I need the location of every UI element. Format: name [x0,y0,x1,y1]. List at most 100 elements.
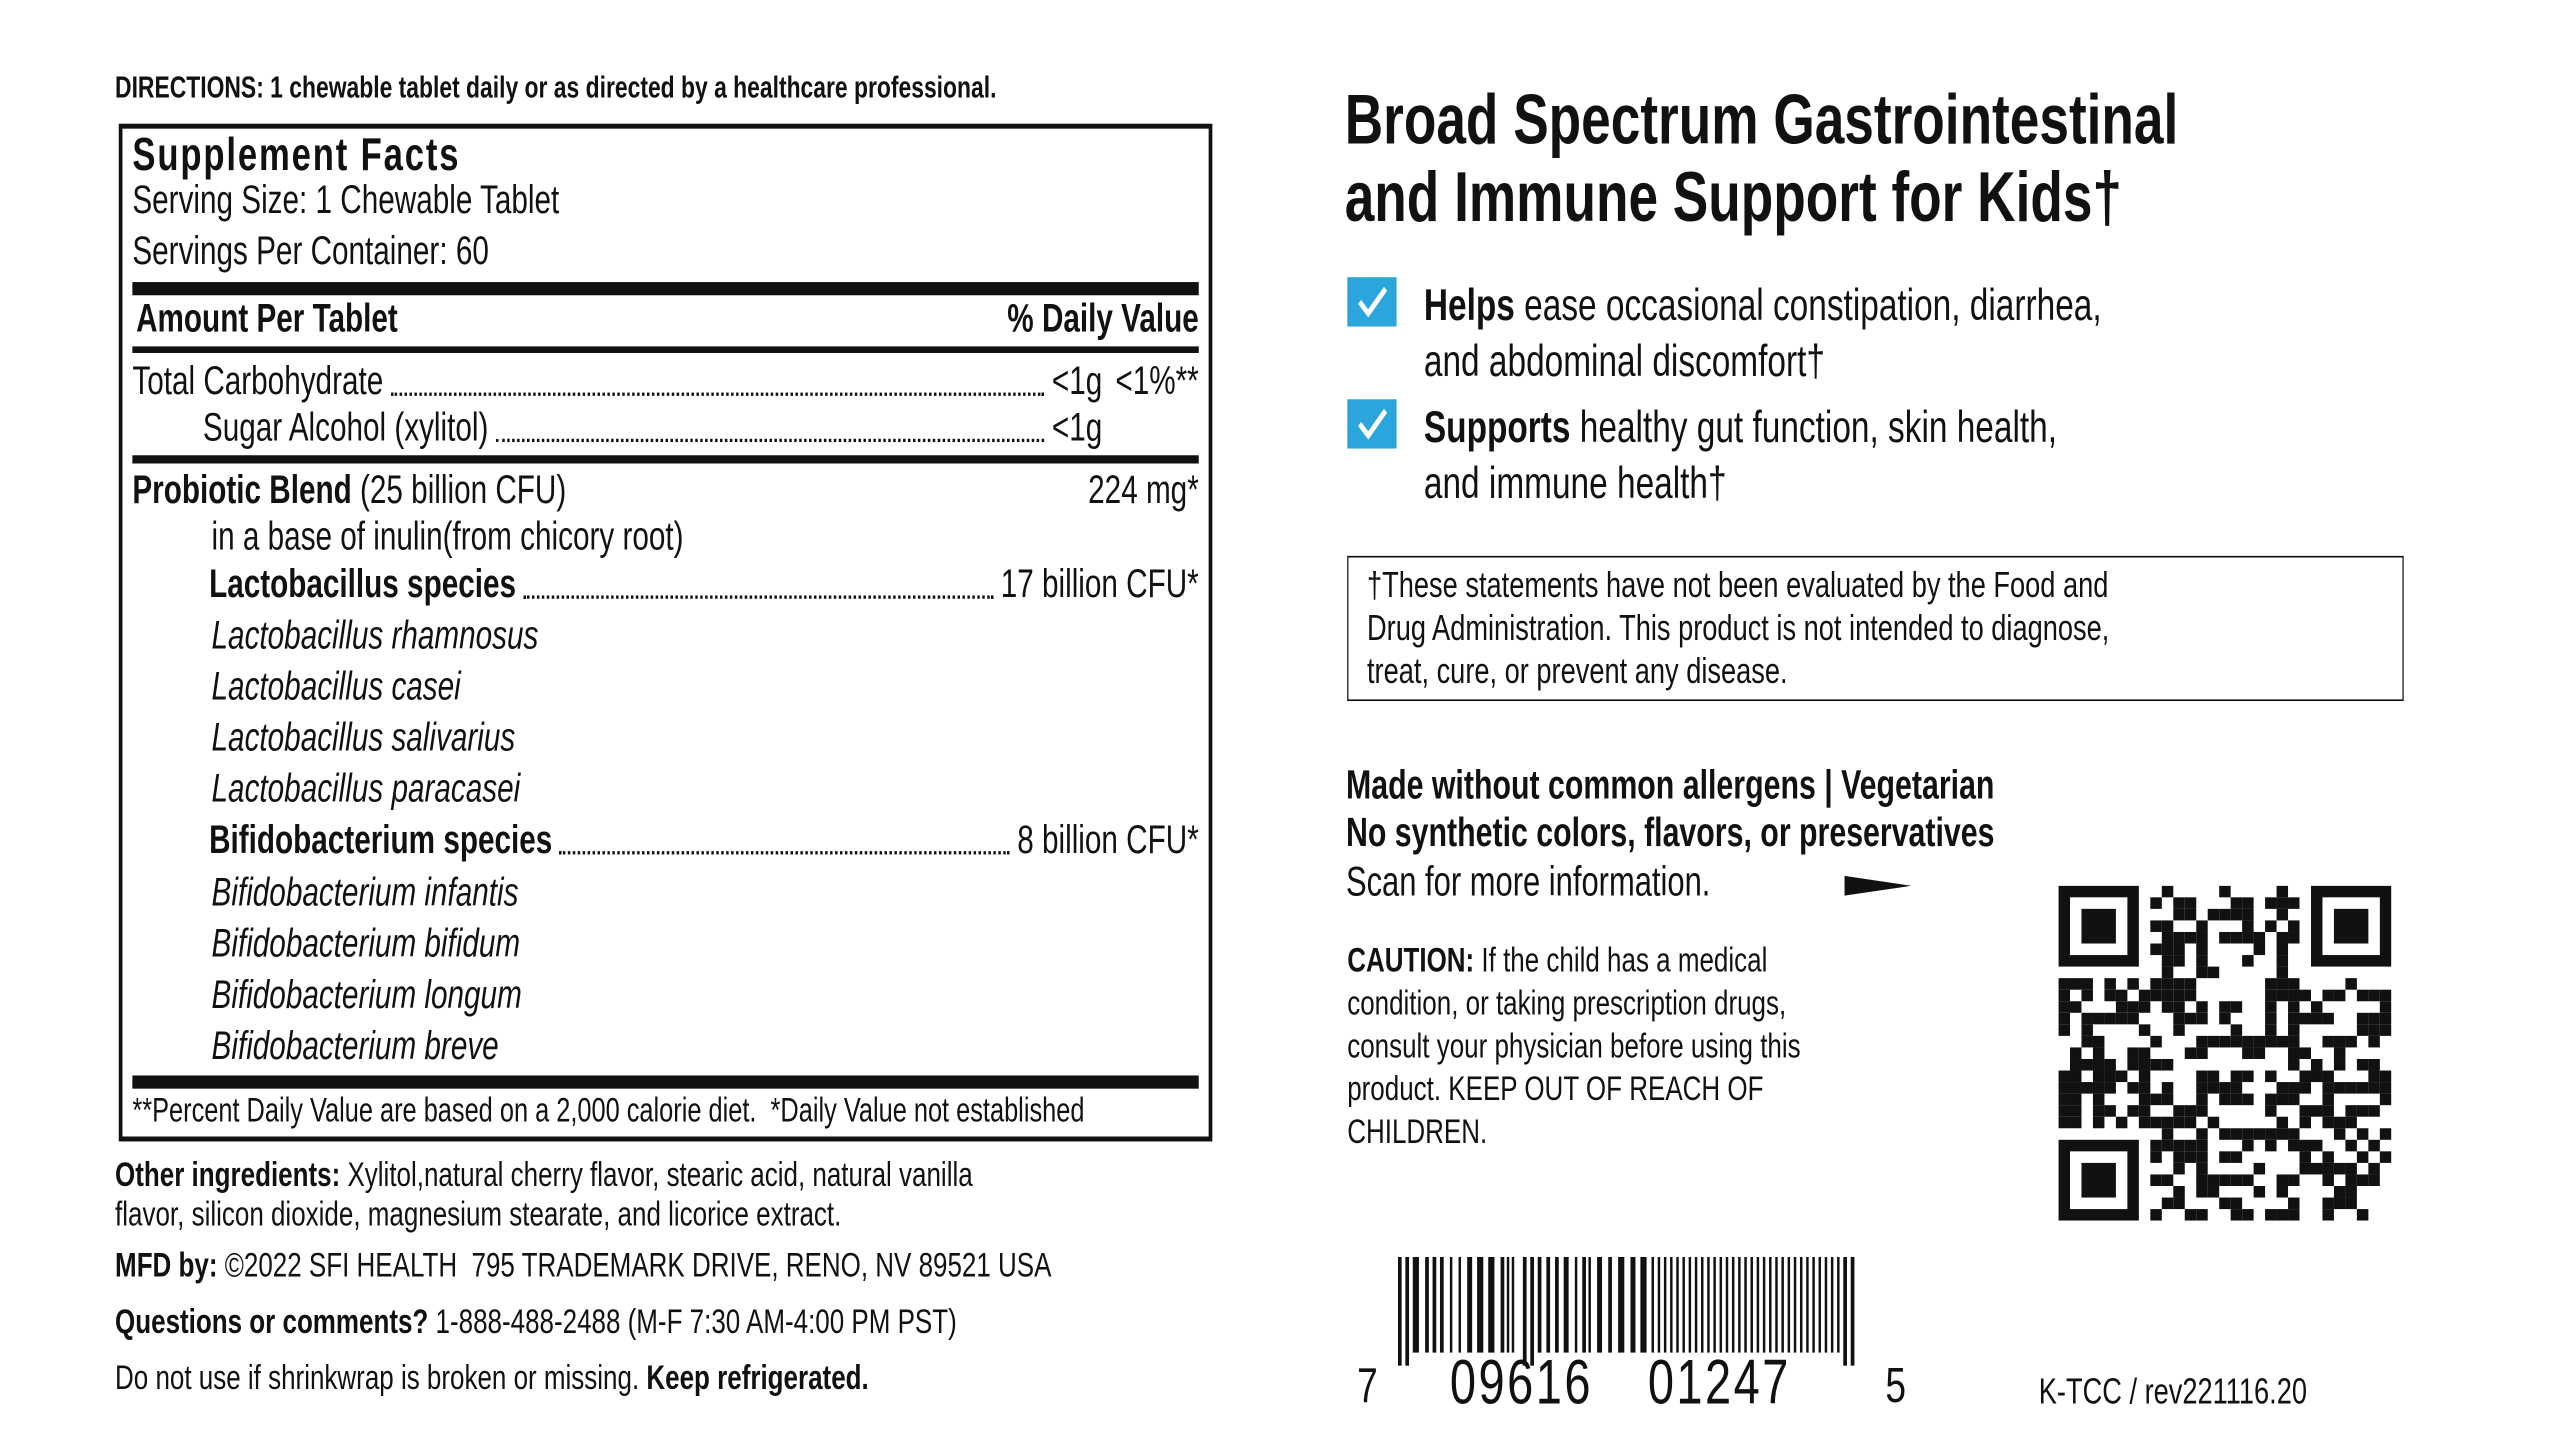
qr-module [2138,1116,2151,1129]
qr-module [2070,1047,2082,1059]
barcode-bar [1458,1256,1462,1353]
qr-module [2207,1185,2220,1198]
qr-module [2127,1047,2139,1059]
qr-module [2345,1035,2357,1048]
nutrient-name: Total Carbohydrate [132,359,384,405]
qr-module [2265,1012,2277,1025]
qr-module [2161,1082,2174,1094]
qr-module [2173,1012,2185,1025]
qr-module [2196,1082,2208,1094]
qr-module [2092,1093,2105,1106]
strain: Lactobacillus salivarius [211,715,516,761]
barcode-bar [1769,1256,1772,1353]
qr-module [2345,1197,2357,1210]
qr-module [2092,1116,2105,1129]
qr-module [2276,1082,2289,1094]
qr-module [2288,1139,2300,1152]
qr-module [2081,1012,2093,1025]
qr-module [2173,1116,2185,1129]
qr-module [2310,1162,2323,1175]
qr-module [2138,1070,2151,1083]
allergen-line: Made without common allergens | Vegetari… [1345,763,1995,809]
disclaimer-line: †These statements have not been evaluate… [1366,564,2109,606]
qr-module [2196,1012,2208,1025]
barcode-bar [1837,1256,1840,1353]
barcode-bar [1657,1256,1661,1353]
qr-module [2104,1070,2116,1083]
qr-module [2127,1058,2139,1071]
nutrient-amount: 224 mg* [1088,468,1199,513]
qr-module [2356,1128,2369,1140]
footnote: **Percent Daily Value are based on a 2,0… [132,1091,1085,1130]
qr-module [2219,1151,2231,1163]
qr-module [2104,1105,2116,1117]
storage: Do not use if shrinkwrap is broken or mi… [115,1361,869,1396]
qr-module [2207,966,2220,979]
qr-module [2288,1024,2300,1036]
qr-module [2322,1174,2334,1186]
qr-module [2230,1001,2243,1013]
qr-module [2230,1093,2243,1106]
qr-module [2081,989,2093,1002]
qr-module [2333,1185,2346,1198]
qr-module [2092,1105,2105,1117]
barcode-bar [1843,1256,1847,1366]
qr-module [2310,1001,2323,1013]
qr-module [2333,1058,2346,1071]
manufacturer: MFD by: ©2022 SFI HEALTH 795 TRADEMARK D… [115,1249,1051,1284]
qr-module [2299,1012,2311,1025]
qr-module [2058,989,2071,1002]
qr-module [2161,931,2174,944]
qr-module [2299,1105,2311,1117]
qr-module [2058,1001,2071,1013]
qr-module [2368,1070,2380,1083]
qr-module [2173,989,2185,1002]
qr-module [2322,1012,2334,1025]
qr-module [2322,1162,2334,1175]
qr-module [2345,1139,2357,1152]
qr-module [2230,1024,2243,1036]
qr-module [2230,1082,2243,1094]
qr-module [2173,1185,2185,1198]
barcode-bar [1725,1256,1729,1353]
barcode-bar [1818,1256,1822,1353]
qr-module [2322,1035,2334,1048]
qr-module [2184,989,2197,1002]
qr-module [2345,1082,2357,1094]
qr-module [2299,1162,2311,1175]
qr-module [2104,1058,2116,1071]
qr-module [2276,978,2289,990]
qr-module [2115,1012,2128,1025]
qr-module [2368,1012,2380,1025]
qr-module [2379,1070,2392,1083]
servings-per-container: Servings Per Container: 60 [132,229,489,274]
qr-module [2115,989,2128,1002]
qr-module [2230,1151,2243,1163]
qr-module [2276,989,2289,1002]
qr-module [2150,1116,2162,1129]
qr-module [2184,1151,2197,1163]
qr-module [2173,1139,2185,1152]
qr-module [2356,1105,2369,1117]
qr-module [2230,1197,2243,1210]
qr-module [2345,1174,2357,1186]
other-ingredients: Other ingredients: Xylitol,natural cherr… [115,1158,973,1193]
qr-module [2310,1105,2323,1117]
barcode-bar [1511,1256,1515,1353]
nutrient-name: Probiotic Blend [132,468,352,513]
qr-module [2138,1105,2151,1117]
qr-module [2196,1209,2208,1221]
qr-module [2219,885,2231,898]
qr-module [2379,1001,2392,1013]
base-note: in a base of inulin(from chicory root) [211,514,684,560]
qr-module [2276,966,2289,979]
nutrient-daily-value: <1%** [1115,359,1199,405]
qr-module [2242,1174,2254,1186]
qr-module [2276,1116,2289,1129]
qr-module [2150,1209,2162,1221]
qr-module [2138,1047,2151,1059]
qr-module [2127,1105,2139,1117]
qr-module [2288,1174,2300,1186]
barcode-bar [1670,1256,1673,1353]
